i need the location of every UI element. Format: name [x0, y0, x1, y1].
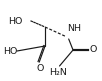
Text: NH: NH [67, 24, 81, 33]
Text: HO: HO [8, 17, 23, 26]
Text: HO: HO [3, 46, 17, 55]
Text: H₂N: H₂N [50, 68, 68, 77]
Text: O: O [89, 46, 97, 55]
Text: O: O [37, 64, 44, 73]
